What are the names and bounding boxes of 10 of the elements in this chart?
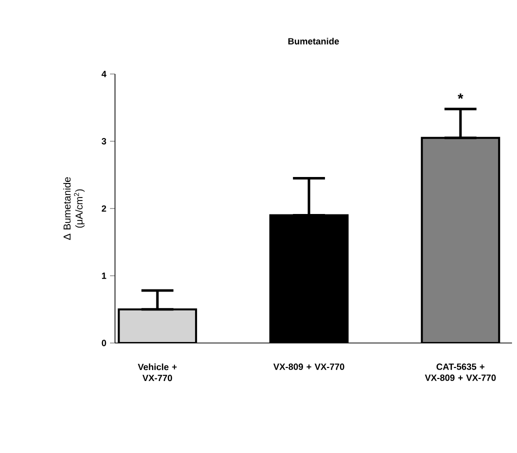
x-tick-label: CAT-5635 + VX-809 + VX-770 (424, 364, 496, 381)
y-tick-label: 4 (102, 70, 106, 78)
chart-title: Bumetanide (288, 38, 339, 44)
y-tick-label: 1 (102, 272, 106, 279)
y-tick-label: 0 (102, 340, 106, 346)
y-tick-label: 2 (102, 205, 106, 212)
x-tick-label: Vehicle + VX-770 (138, 364, 177, 382)
annotation: * (458, 94, 464, 99)
y-tick-label: 3 (102, 138, 106, 144)
x-tick-label: VX-809 + VX-770 (273, 364, 344, 370)
